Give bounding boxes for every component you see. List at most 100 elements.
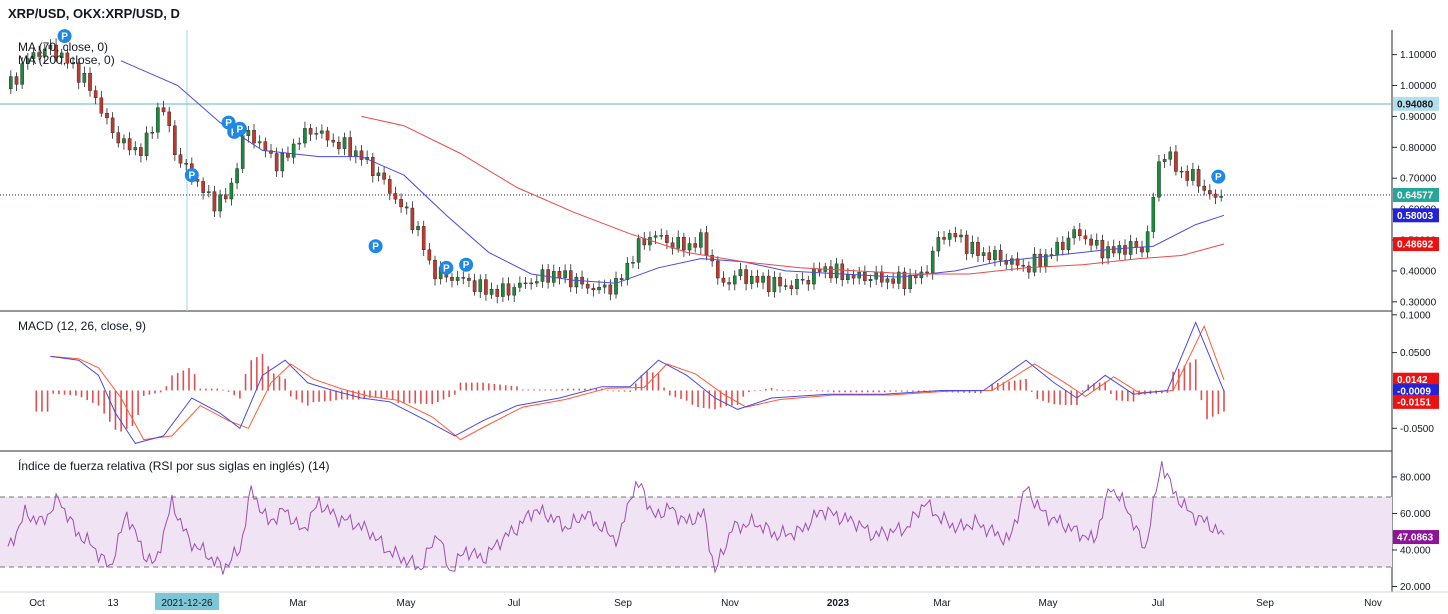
- candle-body[interactable]: [636, 238, 641, 263]
- candle-body[interactable]: [602, 284, 607, 288]
- ma200-legend[interactable]: MA (200, close, 0): [18, 53, 115, 67]
- candle-body[interactable]: [1072, 229, 1076, 239]
- candle-body[interactable]: [404, 206, 409, 209]
- candle-body[interactable]: [105, 112, 109, 119]
- candle-body[interactable]: [568, 270, 573, 288]
- candle-body[interactable]: [947, 233, 952, 240]
- candle-body[interactable]: [1015, 258, 1020, 266]
- candle-body[interactable]: [659, 235, 664, 237]
- candle-body[interactable]: [116, 132, 121, 144]
- candle-body[interactable]: [772, 277, 777, 293]
- candle-body[interactable]: [529, 282, 533, 285]
- candle-body[interactable]: [1038, 253, 1042, 267]
- candle-body[interactable]: [501, 283, 505, 297]
- candle-body[interactable]: [297, 142, 302, 145]
- candle-body[interactable]: [139, 147, 143, 156]
- ma200-line[interactable]: [361, 115, 1225, 275]
- candle-body[interactable]: [998, 250, 1003, 261]
- candle-body[interactable]: [399, 198, 403, 208]
- candle-body[interactable]: [206, 191, 211, 193]
- candle-body[interactable]: [800, 279, 805, 281]
- candle-body[interactable]: [908, 275, 912, 290]
- candle-body[interactable]: [755, 276, 760, 283]
- candle-body[interactable]: [749, 276, 754, 284]
- candle-body[interactable]: [1032, 253, 1037, 273]
- candle-body[interactable]: [665, 235, 669, 243]
- candle-body[interactable]: [653, 235, 658, 238]
- macd-signal-line[interactable]: [50, 324, 1225, 441]
- candle-body[interactable]: [320, 130, 324, 134]
- candle-body[interactable]: [252, 130, 256, 144]
- candle-body[interactable]: [959, 234, 963, 238]
- candle-body[interactable]: [1010, 258, 1014, 265]
- candle-body[interactable]: [274, 153, 279, 172]
- candle-body[interactable]: [76, 62, 81, 83]
- candle-body[interactable]: [597, 286, 601, 291]
- candle-body[interactable]: [99, 97, 104, 114]
- rsi-line[interactable]: [7, 461, 1225, 575]
- candle-body[interactable]: [48, 44, 53, 50]
- candle-body[interactable]: [993, 250, 997, 260]
- rsi-pane[interactable]: [7, 461, 1225, 575]
- candle-body[interactable]: [930, 250, 935, 274]
- candle-body[interactable]: [880, 271, 884, 283]
- candle-body[interactable]: [1111, 246, 1116, 254]
- candle-body[interactable]: [693, 243, 697, 248]
- candle-body[interactable]: [337, 141, 341, 149]
- candle-body[interactable]: [495, 288, 500, 297]
- event-marker[interactable]: [1211, 169, 1226, 184]
- candle-body[interactable]: [1157, 161, 1161, 198]
- event-marker[interactable]: [184, 168, 199, 183]
- candle-body[interactable]: [1179, 170, 1184, 173]
- candle-body[interactable]: [721, 277, 726, 283]
- candle-body[interactable]: [1202, 185, 1207, 191]
- candle-body[interactable]: [291, 143, 296, 158]
- candle-body[interactable]: [25, 58, 30, 64]
- marker-layer[interactable]: PPPPPPPPP: [57, 29, 1226, 275]
- candle-body[interactable]: [1061, 241, 1065, 250]
- candle-body[interactable]: [591, 287, 596, 291]
- candle-body[interactable]: [303, 128, 307, 144]
- candle-body[interactable]: [523, 282, 528, 285]
- candle-body[interactable]: [761, 275, 765, 283]
- candle-body[interactable]: [964, 234, 969, 254]
- event-marker[interactable]: [459, 257, 474, 272]
- candle-body[interactable]: [863, 272, 867, 281]
- candle-body[interactable]: [167, 111, 171, 127]
- candle-body[interactable]: [1094, 239, 1099, 246]
- candle-body[interactable]: [342, 137, 347, 149]
- candle-body[interactable]: [682, 237, 686, 251]
- candle-body[interactable]: [885, 278, 890, 283]
- candle-body[interactable]: [506, 283, 511, 296]
- candle-body[interactable]: [263, 141, 268, 151]
- candle-body[interactable]: [376, 172, 381, 177]
- price-pane[interactable]: [9, 38, 1225, 304]
- candle-body[interactable]: [178, 154, 183, 164]
- candle-body[interactable]: [382, 172, 386, 180]
- candle-body[interactable]: [987, 252, 992, 260]
- candle-body[interactable]: [1219, 196, 1223, 198]
- candle-body[interactable]: [557, 271, 562, 278]
- candle-body[interactable]: [286, 153, 290, 158]
- candle-body[interactable]: [93, 90, 98, 98]
- candle-body[interactable]: [716, 260, 720, 279]
- candle-body[interactable]: [744, 269, 748, 284]
- candle-body[interactable]: [936, 237, 941, 252]
- candle-body[interactable]: [563, 270, 567, 278]
- candle-body[interactable]: [585, 283, 590, 289]
- candle-body[interactable]: [840, 263, 845, 280]
- candle-body[interactable]: [704, 232, 709, 256]
- candle-body[interactable]: [778, 277, 782, 287]
- candle-body[interactable]: [783, 285, 788, 287]
- candle-body[interactable]: [1145, 231, 1150, 253]
- candle-body[interactable]: [110, 117, 115, 133]
- candle-body[interactable]: [1213, 193, 1218, 198]
- candle-body[interactable]: [902, 271, 907, 290]
- candle-body[interactable]: [410, 207, 415, 231]
- candle-body[interactable]: [727, 282, 731, 285]
- candle-body[interactable]: [1162, 159, 1167, 162]
- ma70-line[interactable]: [120, 60, 1225, 284]
- ma70-legend[interactable]: MA (70, close, 0): [18, 40, 109, 54]
- candle-body[interactable]: [1100, 239, 1105, 259]
- candle-body[interactable]: [970, 241, 975, 254]
